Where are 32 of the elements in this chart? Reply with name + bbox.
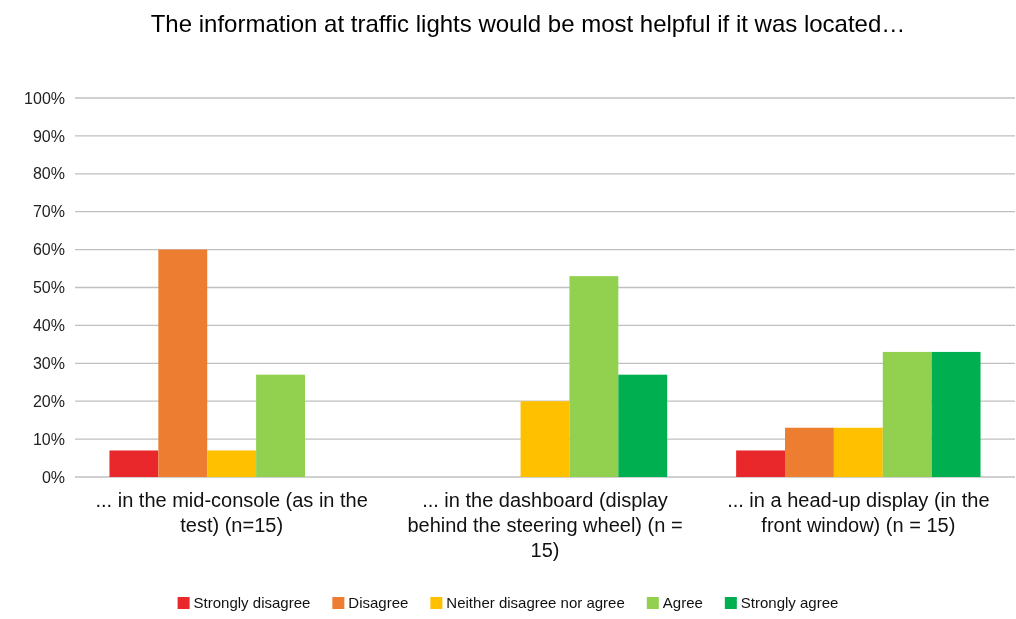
legend-label: Strongly disagree [193,594,311,611]
legend-label: Disagree [348,594,409,611]
y-tick-label: 90% [32,127,65,145]
bar [931,351,981,477]
legend-label: Strongly agree [740,594,839,611]
bar [618,374,668,477]
y-tick-label: 100% [24,89,65,107]
bar [736,450,786,477]
y-tick-label: 40% [32,317,65,334]
y-tick-label: 10% [32,430,65,448]
bar [833,427,883,477]
y-tick-label: 50% [32,279,65,297]
x-tick-label: ... in the mid-console (as in the test) (n=15) [95,489,368,536]
x-tick-label: ... in a head-up display (in the front window) (n = 15) [727,489,990,536]
bar [569,276,619,477]
legend-label: Neither disagree nor agree [446,594,625,611]
x-tick-label: ... in the dashboard (display behind the steering wheel) (n = 15) [407,489,683,561]
chart-title: The information at traffic lights would be most helpful if it was located… [150,10,906,37]
y-tick-label: 70% [32,203,65,221]
y-tick-label: 0% [41,468,65,486]
bar [785,427,834,477]
y-tick-label: 30% [32,354,65,372]
bar [256,374,305,477]
y-tick-label: 20% [32,392,65,410]
legend-label: Agree [662,594,703,611]
y-tick-label: 60% [32,241,65,259]
bar [158,249,208,477]
bar [207,450,257,477]
bar [882,351,932,477]
bar [109,450,159,477]
y-tick-label: 80% [32,165,65,183]
bar [520,401,570,477]
